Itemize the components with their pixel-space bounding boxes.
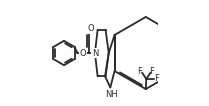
- Text: O: O: [87, 24, 94, 33]
- Text: F: F: [149, 67, 154, 76]
- Text: NH: NH: [105, 90, 118, 99]
- Text: N: N: [92, 49, 98, 57]
- Text: O: O: [79, 49, 86, 57]
- Text: F: F: [154, 75, 159, 83]
- Text: F: F: [138, 67, 142, 76]
